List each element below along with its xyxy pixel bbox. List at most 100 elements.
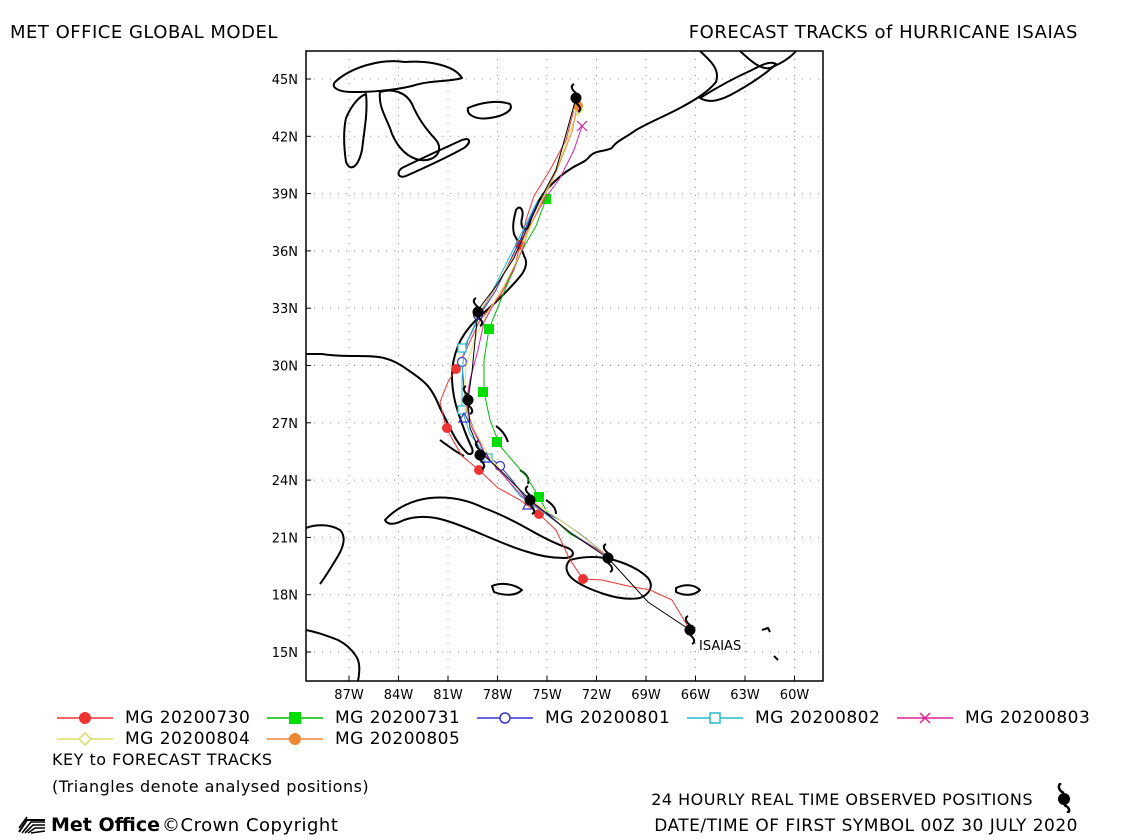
track-marker — [451, 364, 461, 374]
track-marker — [457, 405, 467, 415]
track-marker — [534, 492, 544, 502]
lat-label: 15N — [272, 646, 298, 661]
lake-erie — [397, 138, 470, 178]
observed-position-hurricane-icon — [570, 83, 582, 113]
forecast-title: FORECAST TRACKS of HURRICANE ISAIAS — [688, 22, 1078, 43]
lat-label: 27N — [272, 417, 298, 432]
lat-label: 33N — [272, 302, 298, 317]
logo-text: Met Office — [51, 814, 160, 836]
florida-keys — [439, 439, 465, 457]
track-marker — [474, 465, 484, 475]
forecast-track-map: 45N 42N 39N 36N 33N 30N 27N 24N 21N 18N 15N 87W 84W… — [272, 50, 824, 700]
observed-position-hurricane-icon — [472, 297, 484, 327]
met-office-logo: Met Office — [17, 814, 160, 836]
lake-michigan — [343, 93, 368, 169]
legend-symbol — [267, 733, 323, 745]
puerto-rico — [675, 584, 701, 596]
met-office-logo-icon — [18, 816, 46, 834]
observed-position-hurricane-icon — [474, 440, 486, 470]
legend-label: MG 20200730 — [125, 708, 251, 728]
hispaniola — [565, 556, 652, 600]
track-line-mg20200730 — [439, 97, 691, 631]
jamaica — [491, 582, 523, 596]
first-symbol-datetime: DATE/TIME OF FIRST SYMBOL 00Z 30 JULY 20… — [654, 816, 1078, 836]
bahamas-3 — [545, 499, 557, 515]
model-title: MET OFFICE GLOBAL MODEL — [10, 22, 278, 43]
forecast-tracks — [439, 83, 696, 645]
longitude-labels: 87W 84W 81W 78W 75W 72W 69W 66W 63W 60W — [334, 676, 809, 700]
lon-label: 69W — [631, 688, 661, 700]
lon-label: 66W — [681, 688, 711, 700]
track-marker — [442, 423, 452, 433]
track-marker — [457, 343, 467, 353]
track-marker — [578, 574, 588, 584]
storm-name-label: ISAIAS — [699, 639, 741, 654]
legend-label: MG 20200804 — [125, 729, 251, 749]
lat-label: 24N — [272, 474, 298, 489]
lat-label: 18N — [272, 589, 298, 604]
legend-label: MG 20200801 — [545, 708, 671, 728]
track-marker — [456, 356, 468, 368]
nova-scotia — [699, 61, 777, 102]
track-line-mg20200803 — [465, 125, 609, 557]
observed-position-hurricane-icon — [602, 543, 614, 573]
lon-label: 78W — [483, 688, 513, 700]
lon-label: 63W — [730, 688, 760, 700]
legend-label: MG 20200802 — [755, 708, 881, 728]
legend-symbol — [477, 712, 533, 724]
bahamas-2 — [519, 469, 530, 485]
bahamas-1 — [495, 425, 509, 443]
key-title: KEY to FORECAST TRACKS — [52, 750, 273, 769]
observed-position-hurricane-icon — [524, 485, 536, 515]
lat-label: 30N — [272, 360, 298, 375]
track-line-mg20200731 — [483, 198, 609, 557]
track-marker — [478, 387, 488, 397]
cuba — [384, 496, 574, 559]
map-frame — [305, 50, 824, 682]
gulf-st-lawrence — [739, 51, 797, 70]
lat-label: 39N — [272, 188, 298, 203]
lat-label: 21N — [272, 531, 298, 546]
lon-label: 84W — [384, 688, 414, 700]
copyright-notice: ©Crown Copyright — [162, 815, 339, 836]
legend-row-1: MG 20200730 MG 20200731 MG 20200801 MG 2… — [55, 708, 1125, 730]
lesser-antilles — [761, 627, 779, 661]
lat-label: 36N — [272, 245, 298, 260]
analysed-position-triangle — [457, 411, 471, 423]
yucatan — [306, 524, 345, 585]
lon-label: 72W — [582, 688, 612, 700]
lon-label: 75W — [532, 688, 562, 700]
track-marker — [541, 194, 551, 204]
observed-position-hurricane-icon — [684, 615, 696, 645]
observed-positions-note: 24 HOURLY REAL TIME OBSERVED POSITIONS — [651, 790, 1033, 809]
track-marker — [492, 437, 502, 447]
lon-label: 81W — [433, 688, 463, 700]
lake-ontario — [466, 100, 512, 120]
central-america — [306, 629, 361, 681]
latitude-labels: 45N 42N 39N 36N 33N 30N 27N 24N 21N 18N 15N — [272, 73, 311, 661]
lon-label: 87W — [334, 688, 364, 700]
lat-label: 42N — [272, 130, 298, 145]
lon-label: 60W — [780, 688, 810, 700]
track-marker — [576, 120, 588, 132]
northern-coast — [611, 51, 718, 149]
legend-symbol — [57, 712, 113, 724]
legend-symbol — [57, 731, 113, 747]
legend-row-2: MG 20200804 MG 20200805 — [55, 729, 755, 751]
track-line-mg20200805 — [477, 101, 579, 316]
legend-symbol — [897, 712, 953, 724]
legend-label: MG 20200731 — [335, 708, 461, 728]
lake-superior — [332, 60, 463, 93]
track-line-observed — [467, 97, 691, 631]
legend-label: MG 20200803 — [965, 708, 1091, 728]
track-marker — [484, 324, 494, 334]
key-note: (Triangles denote analysed positions) — [52, 777, 370, 796]
lake-huron — [378, 89, 441, 162]
legend-label: MG 20200805 — [335, 729, 461, 749]
lat-label: 45N — [272, 73, 298, 88]
observed-position-hurricane-icon — [462, 385, 474, 415]
lat-lon-grid — [306, 51, 823, 681]
legend-symbol — [267, 712, 323, 724]
legend-symbol — [687, 712, 743, 724]
hurricane-symbol-icon — [1057, 783, 1071, 813]
